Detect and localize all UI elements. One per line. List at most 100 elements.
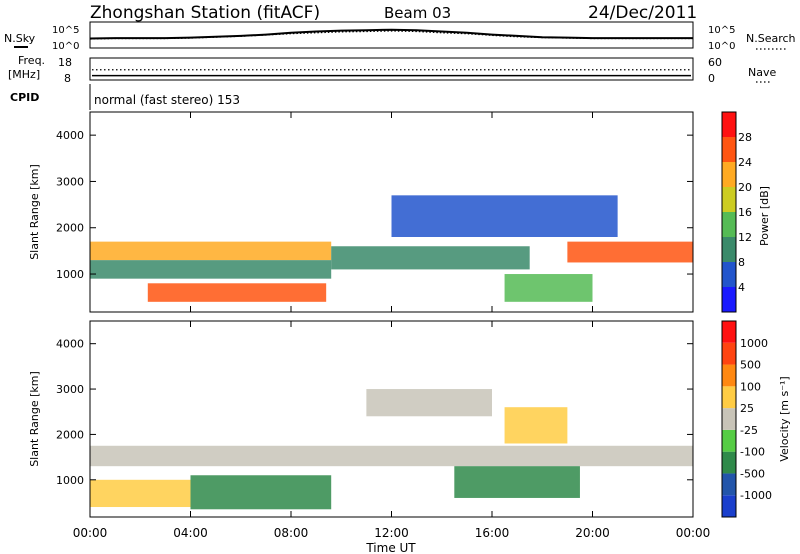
colorbar-tick-label: -25 <box>740 424 758 437</box>
colorbar-tick-label: 8 <box>738 256 745 269</box>
power-colorbar: 4 8 12 16 20 24 28 <box>721 111 752 313</box>
colorbar-segment <box>722 262 736 287</box>
colorbar-segment <box>722 364 736 387</box>
y-tick-label: 4000 <box>56 338 84 351</box>
echo-region <box>366 389 492 417</box>
colorbar-segment <box>722 342 736 365</box>
colorbar-frame <box>721 320 737 518</box>
echo-region <box>454 466 580 498</box>
freq-label: Freq. <box>18 54 45 67</box>
cpid-text: normal (fast stereo) 153 <box>94 93 240 107</box>
colorbar-tick-label: 12 <box>738 231 752 244</box>
power-echo-layer <box>90 195 693 302</box>
colorbar-segment <box>722 495 736 517</box>
station-title: Zhongshan Station (fitACF) <box>90 3 320 23</box>
nsky-label: N.Sky <box>4 32 36 45</box>
nave-right-top: 60 <box>708 56 722 69</box>
x-tick-label: 04:00 <box>173 526 208 540</box>
echo-region <box>147 283 327 302</box>
colorbar-tick-label: 16 <box>738 206 752 219</box>
cpid-panel: CPID normal (fast stereo) 153 <box>10 84 240 110</box>
nsky-panel: N.Sky 10^5 10^0 10^5 10^0 N.Search <box>4 21 796 52</box>
x-tick-label: 12:00 <box>374 526 409 540</box>
x-tick-label: 00:00 <box>676 526 711 540</box>
colorbar-segment <box>722 162 736 187</box>
nsky-right-bottom: 10^0 <box>708 41 735 52</box>
colorbar-tick-label: -500 <box>740 467 765 480</box>
echo-region <box>391 195 618 237</box>
time-x-axis: 00:00 04:00 08:00 12:00 16:00 20:00 00:00 <box>73 112 711 540</box>
echo-region <box>90 479 191 508</box>
power-y-axis: 1000 2000 3000 4000 <box>56 129 693 281</box>
velocity-colorbar: 1000 500 100 25 -25 -100 -500 -1000 <box>721 320 772 518</box>
power-colorbar-label: Power [dB] <box>758 186 771 246</box>
colorbar-tick-label: 25 <box>740 402 754 415</box>
echo-region <box>331 246 530 270</box>
nave-right-bottom: 0 <box>708 72 715 85</box>
y-tick-label: 4000 <box>56 129 84 142</box>
colorbar-tick-label: 100 <box>740 380 761 393</box>
y-tick-label: 2000 <box>56 222 84 235</box>
nave-label: Nave <box>748 66 776 79</box>
colorbar-segment <box>722 321 736 343</box>
colorbar-segment <box>722 451 736 474</box>
colorbar-segment <box>722 473 736 496</box>
nsearch-series-line <box>89 30 693 40</box>
velocity-y-axis: 1000 2000 3000 4000 <box>56 338 693 487</box>
colorbar-segment <box>722 287 736 312</box>
velocity-colorbar-label: Velocity [m s⁻¹] <box>778 376 791 461</box>
nsky-left-bottom: 10^0 <box>52 41 79 52</box>
freq-panel: Freq. [MHz] 18 8 60 0 Nave <box>8 54 776 85</box>
colorbar-frame <box>721 111 737 313</box>
echo-region <box>567 241 693 263</box>
date-label: 24/Dec/2011 <box>588 3 697 23</box>
colorbar-segment <box>722 408 736 430</box>
velocity-panel: 1000 2000 3000 4000 Slant Range [km] 1000 50… <box>28 112 791 554</box>
power-panel: 1000 2000 3000 4000 Slant Range [km] 4 8 12 16… <box>28 111 771 313</box>
y-tick-label: 3000 <box>56 383 84 396</box>
colorbar-tick-label: 500 <box>740 359 761 372</box>
nsky-right-top: 10^5 <box>708 25 735 36</box>
colorbar-segment <box>722 429 736 452</box>
beam-label: Beam 03 <box>384 4 451 22</box>
colorbar-segment <box>722 237 736 262</box>
echo-region <box>190 475 332 510</box>
x-tick-label: 16:00 <box>475 526 510 540</box>
y-tick-label: 1000 <box>56 474 84 487</box>
y-tick-label: 2000 <box>56 428 84 441</box>
nsky-left-top: 10^5 <box>52 25 79 36</box>
x-tick-label: 08:00 <box>274 526 309 540</box>
echo-region <box>90 445 693 467</box>
echo-region <box>504 274 593 302</box>
colorbar-tick-label: -100 <box>740 446 765 459</box>
x-tick-label: 00:00 <box>73 526 108 540</box>
freq-left-bottom: 8 <box>64 72 71 85</box>
echo-region <box>504 407 568 444</box>
time-xlabel: Time UT <box>365 541 416 554</box>
velocity-echo-layer <box>90 389 693 510</box>
y-tick-label: 1000 <box>56 268 84 281</box>
velocity-ylabel: Slant Range [km] <box>28 371 41 467</box>
cpid-label: CPID <box>10 91 39 104</box>
colorbar-segment <box>722 212 736 237</box>
freq-left-top: 18 <box>58 56 72 69</box>
nsky-series-line <box>89 28 693 40</box>
y-tick-label: 3000 <box>56 175 84 188</box>
freq-unit-label: [MHz] <box>8 68 40 81</box>
colorbar-segment <box>722 187 736 212</box>
nsearch-label: N.Search <box>746 32 796 45</box>
echo-region <box>90 260 332 279</box>
colorbar-segment <box>722 112 736 137</box>
colorbar-tick-label: 28 <box>738 131 752 144</box>
colorbar-segment <box>722 137 736 162</box>
colorbar-tick-label: 4 <box>738 281 745 294</box>
power-ylabel: Slant Range [km] <box>28 164 41 260</box>
colorbar-tick-label: 24 <box>738 156 752 169</box>
colorbar-segment <box>722 386 736 409</box>
colorbar-tick-label: -1000 <box>740 489 772 502</box>
x-tick-label: 20:00 <box>575 526 610 540</box>
colorbar-tick-label: 20 <box>738 181 752 194</box>
echo-region <box>90 241 332 261</box>
colorbar-tick-label: 1000 <box>740 337 768 350</box>
